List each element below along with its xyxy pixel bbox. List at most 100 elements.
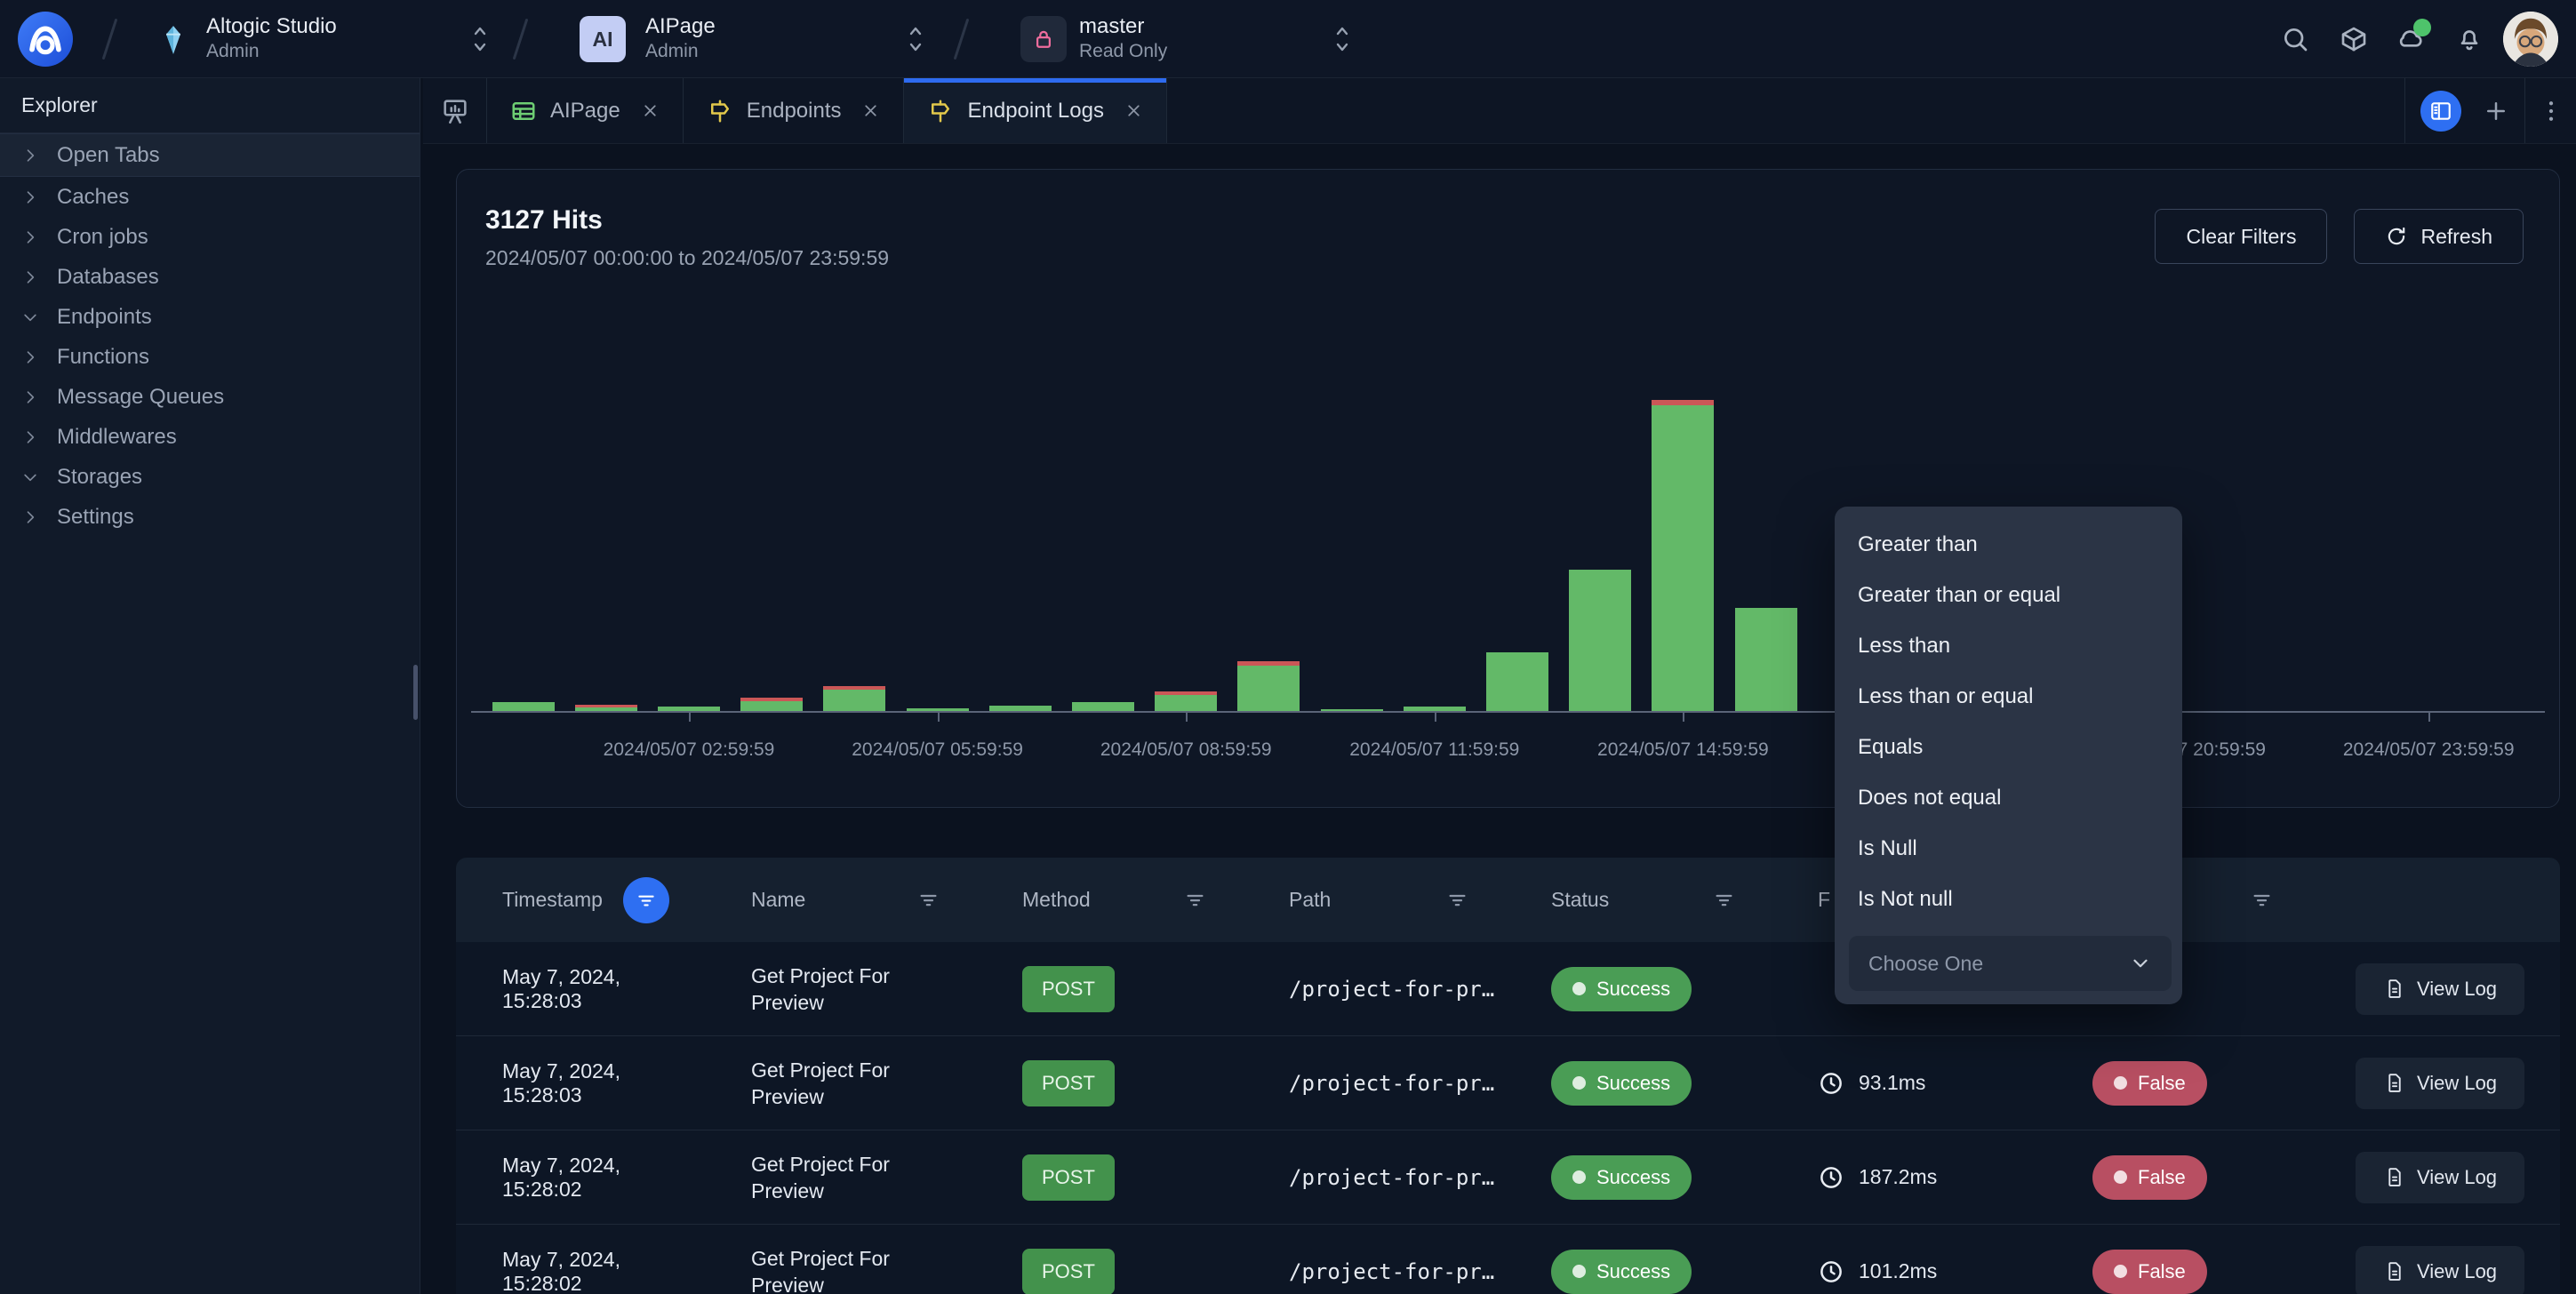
path-cell: /project-for-pr… (1243, 1071, 1505, 1096)
sidebar-item-label: Caches (57, 185, 129, 210)
chart-bar[interactable] (492, 702, 555, 711)
chart-bar[interactable] (1652, 400, 1714, 711)
project-chevrons-icon[interactable] (905, 21, 926, 57)
add-tab-button[interactable] (2483, 98, 2509, 124)
clock-icon (1818, 1164, 1844, 1191)
badge-dot (2114, 1076, 2127, 1090)
chart-bar[interactable] (1569, 570, 1631, 711)
menu-item-equals[interactable]: Equals (1835, 722, 2182, 772)
sidebar-item-cron-jobs[interactable]: Cron jobs (0, 217, 420, 257)
chart-bar-failed-segment (740, 698, 803, 701)
filter-active-button[interactable] (623, 877, 669, 923)
cached-cell: False (2043, 1250, 2309, 1294)
menu-item-is-null[interactable]: Is Null (1835, 823, 2182, 874)
doc-icon (2383, 978, 2405, 1000)
org-chevrons-icon[interactable] (469, 21, 491, 57)
chart-bar[interactable] (1072, 702, 1134, 711)
chart-bar[interactable] (1155, 691, 1217, 711)
column-header-label: F (1818, 888, 1830, 912)
menu-item-greater-than[interactable]: Greater than (1835, 519, 2182, 570)
sidebar-item-open-tabs[interactable]: Open Tabs (0, 133, 420, 177)
chart-bar[interactable] (1486, 652, 1548, 711)
filter-icon[interactable] (916, 888, 940, 912)
close-icon[interactable] (861, 101, 880, 120)
tab-aipage[interactable]: AIPage (487, 78, 684, 143)
clear-filters-button[interactable]: Clear Filters (2155, 209, 2327, 264)
env-chevrons-icon[interactable] (1332, 21, 1353, 57)
filter-value-select[interactable]: Choose One (1849, 936, 2172, 991)
view-log-button[interactable]: View Log (2356, 963, 2524, 1015)
org-selector[interactable]: Altogic Studio Admin (206, 13, 337, 63)
chart-bar[interactable] (575, 705, 637, 711)
package-icon[interactable] (2340, 25, 2368, 53)
menu-item-less-than[interactable]: Less than (1835, 620, 2182, 671)
status-badge: Success (1551, 1061, 1692, 1106)
view-log-button[interactable]: View Log (2356, 1246, 2524, 1294)
refresh-button[interactable]: Refresh (2354, 209, 2524, 264)
search-icon[interactable] (2281, 25, 2309, 53)
axis-tick-label: 2024/05/07 23:59:59 (2286, 739, 2571, 761)
filter-icon[interactable] (1445, 888, 1469, 912)
sidebar-item-label: Storages (57, 465, 142, 490)
method-badge: POST (1022, 1154, 1115, 1201)
sidebar-item-storages[interactable]: Storages (0, 457, 420, 497)
chart-bar[interactable] (823, 686, 885, 711)
name-cell: Get Project For Preview (705, 1057, 976, 1110)
chart-bar[interactable] (1735, 608, 1797, 711)
filter-icon[interactable] (2250, 888, 2274, 912)
sidebar-item-databases[interactable]: Databases (0, 257, 420, 297)
cloud-status-icon[interactable] (2396, 25, 2425, 53)
dashboard-panel-icon[interactable] (423, 78, 487, 143)
sidebar-item-settings[interactable]: Settings (0, 497, 420, 537)
user-avatar[interactable] (2503, 12, 2558, 67)
chart-bar[interactable] (989, 706, 1052, 711)
menu-item-is-not-null[interactable]: Is Not null (1835, 874, 2182, 924)
axis-tick (1435, 713, 1436, 722)
toggle-layout-button[interactable] (2420, 91, 2461, 132)
sidebar-item-caches[interactable]: Caches (0, 177, 420, 217)
chart-bar[interactable] (1321, 709, 1383, 711)
environment-selector[interactable]: master Read Only (1079, 13, 1167, 63)
more-options-icon[interactable] (2538, 98, 2564, 124)
tab-endpoint-logs[interactable]: Endpoint Logs (904, 78, 1166, 143)
sidebar-scrollbar[interactable] (413, 665, 418, 720)
chevron-right-icon (21, 268, 39, 286)
close-icon[interactable] (641, 101, 660, 120)
chevron-down-icon (2129, 952, 2152, 975)
timestamp-cell: May 7, 2024, 15:28:03 (456, 1059, 705, 1107)
chart-bar[interactable] (1404, 707, 1466, 711)
tab-endpoints[interactable]: Endpoints (684, 78, 905, 143)
org-gem-icon (156, 23, 190, 57)
close-icon[interactable] (1124, 101, 1143, 120)
bell-icon[interactable] (2455, 25, 2484, 53)
project-selector[interactable]: AIPage Admin (645, 13, 716, 63)
sidebar-item-message-queues[interactable]: Message Queues (0, 377, 420, 417)
sidebar-item-label: Message Queues (57, 385, 224, 410)
axis-tick (2428, 713, 2430, 722)
chart-bar[interactable] (907, 708, 969, 711)
sidebar-item-middlewares[interactable]: Middlewares (0, 417, 420, 457)
timestamp-cell: May 7, 2024, 15:28:03 (456, 965, 705, 1013)
menu-item-greater-than-or-equal[interactable]: Greater than or equal (1835, 570, 2182, 620)
menu-item-does-not-equal[interactable]: Does not equal (1835, 772, 2182, 823)
status-badge: Success (1551, 1155, 1692, 1200)
cached-badge: False (2092, 1250, 2207, 1294)
chart-bar[interactable] (1237, 661, 1300, 711)
chart-bar[interactable] (658, 707, 720, 711)
method-cell: POST (976, 966, 1243, 1012)
method-badge: POST (1022, 1060, 1115, 1106)
name-cell: Get Project For Preview (705, 963, 976, 1016)
sidebar-item-label: Cron jobs (57, 225, 148, 250)
filter-icon[interactable] (1712, 888, 1736, 912)
sidebar-item-functions[interactable]: Functions (0, 337, 420, 377)
filter-icon[interactable] (1183, 888, 1207, 912)
view-log-button[interactable]: View Log (2356, 1152, 2524, 1203)
view-log-button[interactable]: View Log (2356, 1058, 2524, 1109)
sidebar-item-endpoints[interactable]: Endpoints (0, 297, 420, 337)
chart-bar[interactable] (740, 698, 803, 711)
status-badge: Success (1551, 1250, 1692, 1294)
table-header-row: TimestampNameMethodPathStatusF (456, 858, 2560, 942)
tab-bar: AIPage Endpoints Endpoint Logs (423, 78, 2576, 144)
status-cell: Success (1505, 1061, 1772, 1106)
menu-item-less-than-or-equal[interactable]: Less than or equal (1835, 671, 2182, 722)
